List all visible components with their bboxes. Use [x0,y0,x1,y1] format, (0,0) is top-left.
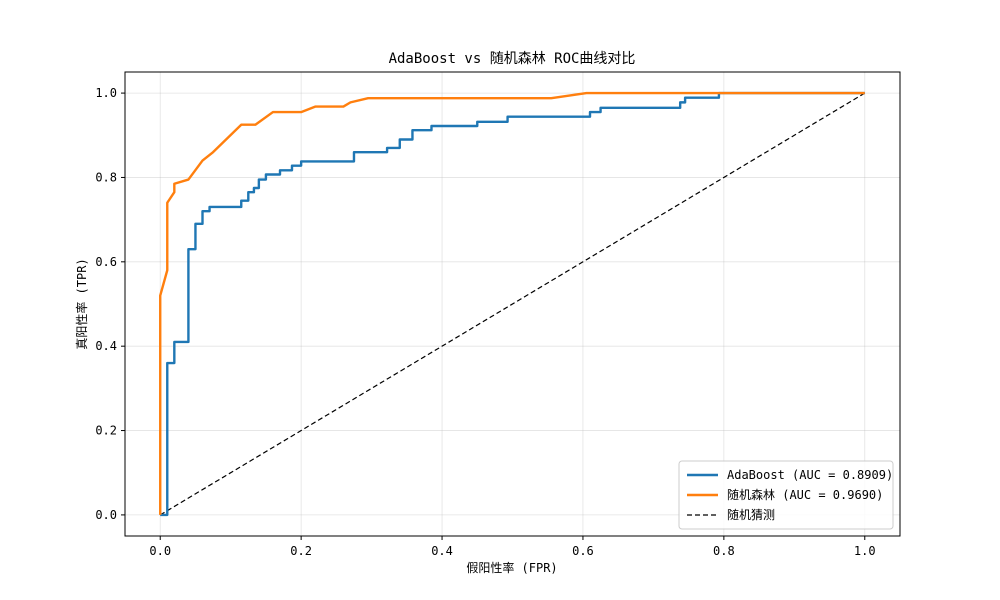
legend-box [678,460,894,530]
random-guess-legend-label: 随机猜测 [727,507,775,522]
adaboost-roc-line [160,91,865,517]
y-tick-label: 0.2 [95,424,117,438]
x-tick-label: 0.4 [431,544,453,558]
chart-title: AdaBoost vs 随机森林 ROC曲线对比 [389,51,636,67]
x-tick-label: 1.0 [854,544,876,558]
x-axis-label: 假阳性率 (FPR) [466,560,557,575]
adaboost-legend-label: AdaBoost (AUC = 0.8909) [727,468,893,482]
y-tick-label: 0.0 [95,508,117,522]
y-tick-label: 0.6 [95,255,117,269]
axis-ticks: 0.0 0.2 0.4 0.6 0.8 1.0 0.0 0.2 0.4 0.6 0.8 1.0 [95,86,875,558]
random-forest-legend-label: 随机森林 (AUC = 0.9690) [727,487,883,502]
random-forest-roc-line [159,91,865,515]
y-axis-label: 真阳性率 (TPR) [74,258,89,349]
plot-frame [124,71,901,537]
x-tick-label: 0.6 [572,544,594,558]
legend: AdaBoost (AUC = 0.8909) 随机森林 (AUC = 0.969… [678,460,894,530]
x-tick-label: 0.0 [149,544,171,558]
y-tick-label: 0.4 [95,339,117,353]
y-tick-label: 0.8 [95,170,117,184]
series-lines [159,91,866,517]
random-guess-roc-line [159,92,866,516]
x-tick-label: 0.8 [713,544,735,558]
x-tick-label: 0.2 [290,544,312,558]
y-tick-label: 1.0 [95,86,117,100]
